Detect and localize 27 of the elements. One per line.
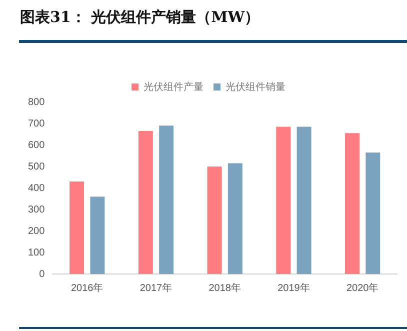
y-tick-label: 800 (28, 96, 46, 108)
bar (90, 196, 105, 274)
legend-label: 光伏组件销量 (226, 80, 286, 93)
bar (138, 131, 153, 274)
y-tick-label: 700 (28, 118, 46, 130)
bar (296, 126, 312, 274)
x-tick-label: 2016年 (70, 282, 104, 294)
y-tick-label: 0 (39, 268, 46, 280)
bar (207, 166, 222, 274)
bar (228, 163, 242, 274)
bar (366, 152, 380, 274)
y-tick-label: 300 (28, 204, 46, 216)
y-tick-label: 600 (28, 140, 46, 151)
x-tick-label: 2020年 (346, 282, 379, 294)
y-tick-label: 400 (28, 182, 46, 194)
bar (70, 182, 84, 274)
y-tick-label: 100 (28, 247, 46, 258)
x-tick-label: 2017年 (140, 282, 172, 294)
legend-label: 光伏组件产量 (144, 80, 204, 93)
x-tick-label: 2018年 (208, 282, 241, 294)
bar (345, 133, 360, 274)
bar (276, 126, 291, 274)
chart-title: 图表31： 光伏组件产销量（MW） (20, 8, 260, 27)
y-tick-label: 200 (28, 226, 46, 237)
x-tick-label: 2019年 (278, 282, 310, 294)
y-tick-label: 500 (28, 161, 46, 172)
bar (159, 126, 174, 274)
